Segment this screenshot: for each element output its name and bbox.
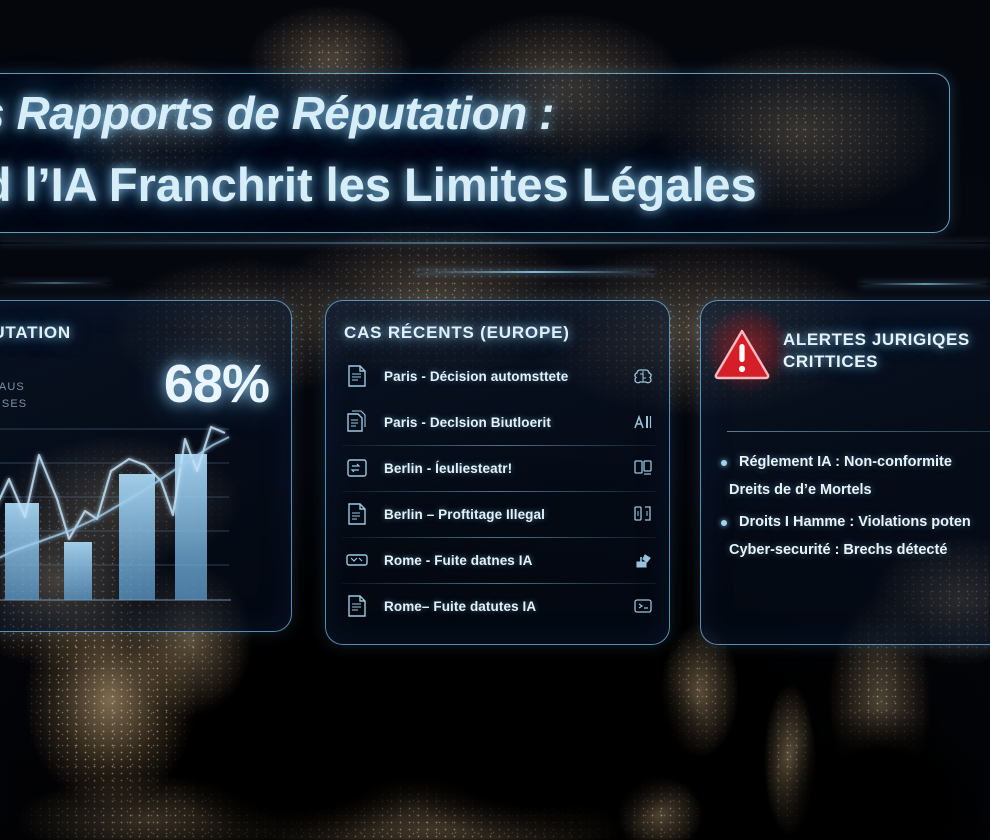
alert-item[interactable]: Réglement IA : Non-conformite [721, 453, 990, 472]
alerts-title-line-1: ALERTES JURIGIQES [783, 330, 970, 349]
alert-item-text: Réglement IA : Non-conformite [739, 454, 952, 470]
reputation-subtext: INDINEAUS ENTPRISES [0, 379, 27, 413]
case-row[interactable]: Paris - Décision automsttete [338, 353, 660, 399]
case-row[interactable]: Berlin - Íeuliesteatr! [338, 445, 660, 491]
critical-alerts-card[interactable]: ALERTES JURIGIQES CRITTICES Réglement IA… [700, 300, 990, 645]
case-row[interactable]: Berlin – Proftitage Illegal [338, 491, 660, 537]
case-row[interactable]: Rome– Fuite datutes IA [338, 583, 660, 629]
scales-icon [632, 503, 654, 525]
alert-item[interactable]: Droits I Hamme : Violations poten [721, 513, 990, 532]
hud-divider-center [415, 271, 655, 273]
ai-chip-icon [632, 411, 654, 433]
alerts-divider [727, 431, 990, 432]
reputation-stat-value: 68% [163, 354, 270, 414]
hud-divider-left [0, 282, 110, 284]
brain-icon [632, 365, 654, 387]
alerts-header: ALERTES JURIGIQES CRITTICES [713, 323, 990, 381]
alerts-title-line-2: CRITTICES [783, 352, 879, 371]
bullet-icon [721, 520, 727, 526]
case-row[interactable]: Paris - Declsion Biutloerit [338, 399, 660, 445]
document-icon [344, 593, 370, 619]
reputation-subtext-line-1: INDINEAUS [0, 381, 25, 393]
reputation-chart [0, 419, 291, 631]
title-line-1: es Rapports de Réputation : [0, 87, 554, 139]
chart-line-jagged [0, 425, 226, 541]
network-icon [632, 595, 654, 617]
chart-bars [5, 454, 207, 600]
hud-divider-top [0, 242, 990, 244]
bullet-icon [721, 460, 727, 466]
reputation-card[interactable]: RÉPUTATION 68% INDINEAUS ENTPRISES [0, 300, 292, 632]
case-label: Berlin – Proftitage Illegal [384, 506, 545, 522]
document-lines-icon [344, 501, 370, 527]
case-label: Rome– Fuite datutes IA [384, 598, 537, 614]
screen-icon [632, 457, 654, 479]
document-copy-icon [344, 409, 370, 435]
alert-item-text: Droits I Hamme : Violations poten [739, 514, 971, 530]
recent-cases-title: CAS RÉCENTS (EUROPE) [344, 323, 570, 342]
chart-line-rising [0, 436, 230, 559]
page-title: es Rapports de Réputation : nd l’IA Fran… [0, 78, 954, 220]
case-row[interactable]: Rome - Fuite datnes IA [338, 537, 660, 583]
reputation-subtext-line-2: ENTPRISES [0, 398, 28, 410]
case-label: Paris - Declsion Biutloerit [384, 414, 551, 430]
title-line-2: nd l’IA Franchrit les Limites Légales [0, 158, 757, 211]
document-icon [344, 363, 370, 389]
reputation-chart-svg [0, 425, 231, 601]
recent-cases-card[interactable]: CAS RÉCENTS (EUROPE) Paris - Décision au… [325, 300, 670, 645]
case-label: Rome - Fuite datnes IA [384, 552, 533, 568]
chart-bar [175, 454, 207, 600]
reputation-card-title: RÉPUTATION [0, 323, 71, 342]
case-label: Paris - Décision automsttete [384, 368, 569, 384]
alerts-list: Réglement IA : Non-conformite Dreits de … [721, 453, 990, 573]
hud-divider-right [860, 283, 990, 285]
chart-bar [64, 542, 92, 600]
recent-cases-list: Paris - Décision automsttete [338, 353, 660, 629]
title-panel [0, 73, 950, 233]
satellite-icon [632, 549, 654, 571]
case-label: Berlin - Íeuliesteatr! [384, 460, 513, 476]
alert-item[interactable]: Cyber-securité : Brechs détecté [721, 541, 990, 560]
server-icon [344, 547, 370, 573]
alert-item-text: Dreits de d’e Mortels [729, 482, 872, 498]
warning-triangle-icon [713, 327, 771, 381]
alerts-title: ALERTES JURIGIQES CRITTICES [783, 329, 970, 373]
folder-transfer-icon [344, 455, 370, 481]
alert-item-text: Cyber-securité : Brechs détecté [729, 542, 948, 558]
alert-item[interactable]: Dreits de d’e Mortels [721, 481, 990, 500]
chart-bar [119, 474, 155, 600]
